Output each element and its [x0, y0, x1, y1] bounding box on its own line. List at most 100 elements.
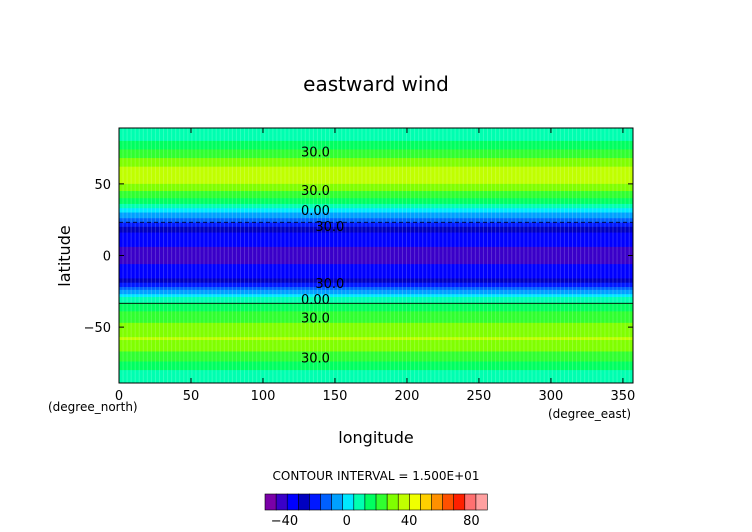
colorbar-tick-label: 40	[401, 514, 418, 529]
field-band	[119, 368, 633, 371]
field-band	[119, 203, 633, 206]
field-band	[119, 378, 633, 381]
field-band	[119, 289, 633, 292]
field-band	[119, 149, 633, 152]
x-tick-label: 350	[611, 389, 636, 404]
field-band	[119, 138, 633, 141]
x-axis-label: longitude	[338, 428, 413, 447]
field-band	[119, 259, 633, 262]
field-band	[119, 325, 633, 328]
field-band	[119, 153, 633, 156]
contour-label: 30.0	[301, 145, 330, 160]
field-band	[119, 308, 633, 311]
field-band	[119, 232, 633, 235]
colorbar-swatch	[309, 493, 322, 511]
field-band	[119, 182, 633, 185]
field-band	[119, 234, 633, 237]
contour-label: 0.00	[301, 204, 330, 219]
field-band	[119, 163, 633, 166]
field-band	[119, 265, 633, 268]
colorbar-swatch	[264, 493, 277, 511]
field-band	[119, 244, 633, 247]
field-band	[119, 242, 633, 245]
field-band	[119, 215, 633, 218]
field-band	[119, 334, 633, 337]
colorbar-tick-label: 0	[343, 514, 351, 529]
field-band	[119, 298, 633, 301]
field-band	[119, 228, 633, 231]
field-band	[119, 266, 633, 269]
field-band	[119, 218, 633, 221]
field-band	[119, 139, 633, 142]
field-band	[119, 374, 633, 377]
field-band	[119, 148, 633, 151]
field-band	[119, 198, 633, 201]
field-band	[119, 375, 633, 378]
field-band	[119, 245, 633, 248]
field-band	[119, 219, 633, 222]
field-band	[119, 264, 633, 267]
field-band	[119, 175, 633, 178]
x-tick-label: 50	[183, 389, 200, 404]
colorbar-swatch	[342, 493, 355, 511]
field-band	[119, 282, 633, 285]
field-band	[119, 357, 633, 360]
field-band	[119, 248, 633, 251]
chart-title: eastward wind	[303, 72, 449, 96]
field-band	[119, 351, 633, 354]
field-band	[119, 165, 633, 168]
field-band	[119, 162, 633, 165]
field-band	[119, 301, 633, 304]
field-band	[119, 160, 633, 163]
x-unit-label: (degree_east)	[548, 407, 631, 421]
x-tick-label: 300	[539, 389, 564, 404]
field-band	[119, 329, 633, 333]
field-band	[119, 288, 633, 291]
field-band	[119, 205, 633, 208]
colorbar-swatch	[320, 493, 333, 511]
colorbar-swatch	[408, 493, 421, 511]
field-band	[119, 206, 633, 209]
field-band	[119, 155, 633, 158]
colorbar	[264, 493, 488, 511]
y-axis: −50 0 50	[84, 178, 633, 336]
field-band	[119, 192, 633, 195]
field-band	[119, 183, 633, 186]
field-band	[119, 129, 633, 132]
x-tick-label: 200	[395, 389, 420, 404]
contour-label: 30.0	[301, 312, 330, 327]
field-band	[119, 276, 633, 280]
field-band	[119, 135, 633, 138]
x-axis: 0 50 100 150 200 250 300 350	[115, 128, 635, 404]
field-band	[119, 221, 633, 224]
field-band	[119, 355, 633, 358]
field-band	[119, 335, 633, 338]
field-band	[119, 311, 633, 314]
field-band	[119, 159, 633, 162]
field-band	[119, 156, 633, 159]
field-band	[119, 172, 633, 175]
field-band	[119, 358, 633, 361]
field-band	[119, 176, 633, 179]
colorbar-swatch	[453, 493, 466, 511]
field-band	[119, 332, 633, 335]
field-band	[119, 371, 633, 374]
field-band	[119, 344, 633, 347]
field-band	[119, 381, 633, 383]
field-band	[119, 222, 633, 225]
field-band	[119, 256, 633, 259]
field-band	[119, 199, 633, 202]
field-band	[119, 143, 633, 146]
field-band	[119, 372, 633, 376]
field-band	[119, 150, 633, 153]
field-band	[119, 249, 633, 252]
colorbar-tick-label: 80	[463, 514, 480, 529]
field-band	[119, 327, 633, 330]
colorbar-swatch	[286, 493, 299, 511]
field-band	[119, 168, 633, 171]
field-band	[119, 262, 633, 265]
contour-lines	[119, 221, 633, 304]
field-band	[119, 231, 633, 234]
field-band	[119, 158, 633, 161]
field-band	[119, 254, 633, 257]
